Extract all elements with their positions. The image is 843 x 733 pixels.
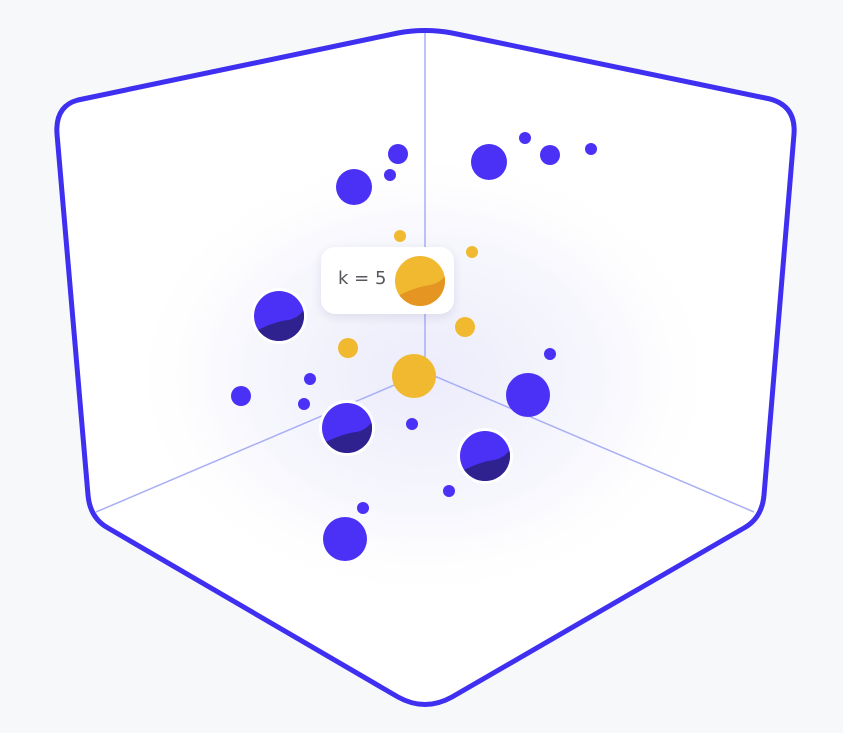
data-point xyxy=(540,145,560,165)
data-point xyxy=(443,485,455,497)
right-axis xyxy=(424,371,755,513)
neighbor-point xyxy=(319,400,375,456)
data-point xyxy=(323,517,367,561)
query-neighbor-point xyxy=(466,246,478,258)
query-neighbor-point xyxy=(455,317,475,337)
k-value-tooltip: k = 5 xyxy=(321,247,454,314)
data-point xyxy=(519,132,531,144)
query-point-icon xyxy=(395,256,445,306)
data-point xyxy=(357,502,369,514)
data-point xyxy=(231,386,251,406)
data-point xyxy=(336,169,372,205)
query-neighbor-point xyxy=(338,338,358,358)
data-point xyxy=(406,418,418,430)
query-neighbor-point xyxy=(394,230,406,242)
data-point xyxy=(298,398,310,410)
data-point xyxy=(388,144,408,164)
k-value-label: k = 5 xyxy=(338,268,387,289)
data-point xyxy=(585,143,597,155)
data-point xyxy=(544,348,556,360)
left-axis xyxy=(95,371,426,513)
neighbor-point xyxy=(251,288,307,344)
neighbor-point xyxy=(457,428,513,484)
data-point xyxy=(384,169,396,181)
data-point xyxy=(506,373,550,417)
data-point xyxy=(471,144,507,180)
query-neighbor-point xyxy=(392,354,436,398)
data-point xyxy=(304,373,316,385)
